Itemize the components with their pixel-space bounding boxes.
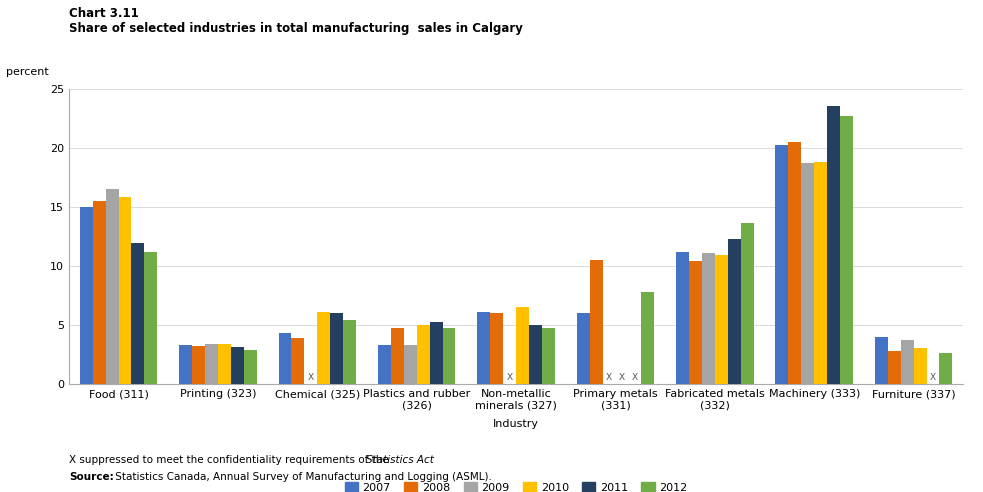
Bar (516, 307, 529, 384)
Bar (913, 348, 927, 384)
Bar (888, 351, 900, 384)
Bar (179, 345, 192, 384)
Bar (715, 255, 727, 384)
Bar (702, 253, 715, 384)
Bar (814, 162, 827, 384)
Text: X: X (506, 373, 513, 382)
Bar (590, 260, 603, 384)
Bar (676, 251, 689, 384)
Bar (529, 325, 542, 384)
Text: X: X (930, 373, 936, 382)
Text: Statistics Canada, Annual Survey of Manufacturing and Logging (ASML).: Statistics Canada, Annual Survey of Manu… (112, 472, 492, 482)
Bar (145, 251, 157, 384)
Bar (192, 346, 205, 384)
Text: Statistics Act: Statistics Act (366, 455, 434, 465)
Bar (577, 313, 590, 384)
Bar (391, 328, 404, 384)
Bar (875, 337, 888, 384)
Bar (218, 343, 231, 384)
Text: Chart 3.11: Chart 3.11 (69, 7, 139, 20)
Bar (801, 163, 814, 384)
Bar (940, 353, 953, 384)
Text: X: X (632, 373, 638, 382)
Text: X: X (308, 373, 314, 382)
Bar (318, 312, 330, 384)
Text: X: X (619, 373, 625, 382)
Bar (80, 207, 92, 384)
Text: Source:: Source: (69, 472, 114, 482)
Text: percent: percent (6, 67, 49, 77)
Bar (900, 340, 913, 384)
Bar (491, 313, 503, 384)
Bar (244, 349, 257, 384)
Bar (442, 328, 455, 384)
Bar (430, 322, 442, 384)
Bar (132, 243, 145, 384)
Bar (776, 145, 788, 384)
Bar (741, 223, 754, 384)
Bar (291, 338, 305, 384)
Bar (788, 142, 801, 384)
Text: X: X (606, 373, 612, 382)
Bar (727, 239, 741, 384)
Bar (417, 325, 430, 384)
Bar (278, 333, 291, 384)
Bar (231, 347, 244, 384)
Bar (689, 261, 702, 384)
Bar (478, 312, 491, 384)
Bar (641, 292, 655, 384)
Bar (105, 189, 119, 384)
Bar (404, 345, 417, 384)
Bar (343, 320, 356, 384)
Bar (377, 345, 391, 384)
Bar (205, 343, 218, 384)
Text: Share of selected industries in total manufacturing  sales in Calgary: Share of selected industries in total ma… (69, 22, 523, 35)
Bar (330, 313, 343, 384)
Bar (840, 116, 853, 384)
Bar (542, 328, 554, 384)
Bar (827, 106, 840, 384)
Bar (119, 197, 132, 384)
Text: X suppressed to meet the confidentiality requirements of the: X suppressed to meet the confidentiality… (69, 455, 392, 465)
Legend: 2007, 2008, 2009, 2010, 2011, 2012: 2007, 2008, 2009, 2010, 2011, 2012 (340, 478, 692, 492)
X-axis label: Industry: Industry (493, 419, 539, 429)
Bar (92, 201, 105, 384)
